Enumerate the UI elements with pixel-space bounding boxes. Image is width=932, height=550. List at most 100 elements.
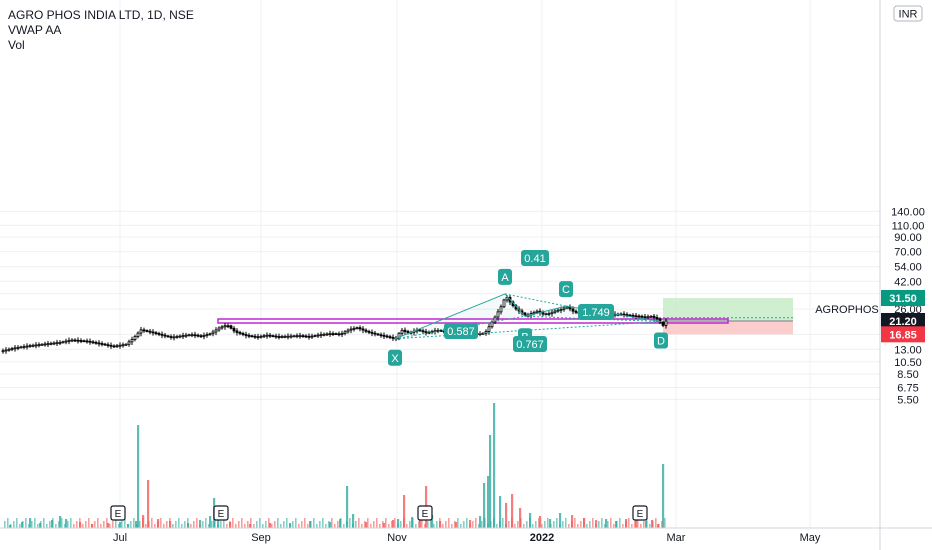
volume-bar (385, 518, 387, 528)
candle-body (340, 333, 344, 335)
volume-bar (211, 521, 213, 528)
candle-body (199, 335, 203, 338)
time-tick-label: Nov (387, 532, 407, 544)
candle-body (127, 341, 131, 345)
candle-body (370, 331, 374, 334)
candle-body (103, 343, 107, 346)
earnings-marker-label: E (422, 509, 429, 520)
volume-bar (349, 518, 351, 528)
volume-bar (559, 513, 562, 528)
volume-bar (184, 521, 186, 528)
volume-bar (577, 524, 579, 528)
volume-bar (209, 516, 212, 528)
candle-body (571, 308, 575, 312)
candle-body (163, 334, 167, 337)
currency-badge-label: INR (899, 9, 918, 21)
volume-bar (238, 521, 240, 528)
candle-body (52, 342, 56, 345)
candle-body (136, 332, 140, 337)
candle-body (256, 336, 260, 339)
volume-indicator-label[interactable]: Vol (8, 38, 25, 52)
candle-body (28, 345, 32, 348)
volume-bar (202, 521, 204, 528)
candle-body (184, 334, 188, 337)
volume-bar (229, 521, 231, 528)
volume-bar (662, 464, 665, 528)
long-position-tool[interactable] (217, 298, 793, 335)
time-axis[interactable]: Jul Sep Nov 2022 Mar May (0, 527, 932, 544)
volume-bar (397, 524, 399, 528)
candle-body (229, 325, 233, 329)
candle-body (628, 314, 632, 317)
volume-bar (397, 519, 400, 528)
volume-bar (268, 518, 270, 528)
volume-bar (340, 518, 342, 528)
earnings-marker-label: E (637, 509, 644, 520)
volume-bar (493, 518, 495, 528)
candle-body (352, 327, 356, 330)
volume-bar (610, 518, 612, 528)
volume-bar (169, 518, 171, 528)
volume-bar (484, 518, 486, 528)
ratio-bcd-label: 1.749 (582, 307, 610, 319)
vwap-indicator-label[interactable]: VWAP AA (8, 23, 62, 37)
price-tick-label: 70.00 (894, 247, 922, 259)
volume-bar (319, 521, 321, 528)
time-tick-label: Mar (667, 532, 686, 544)
chart-legend: AGRO PHOS INDIA LTD, 1D, NSE VWAP AA Vol (8, 8, 194, 53)
volume-bar (613, 524, 615, 528)
volume-bar (52, 518, 54, 528)
candle-body (523, 312, 527, 316)
volume-bar (70, 518, 72, 528)
time-tick-label: May (800, 532, 821, 544)
symbol-title[interactable]: AGRO PHOS INDIA LTD, 1D, NSE (8, 8, 194, 22)
volume-bar (199, 524, 201, 528)
volume-bar (310, 521, 312, 528)
volume-bar (208, 524, 210, 528)
volume-bar (373, 521, 375, 528)
price-tick-label: 10.50 (894, 357, 922, 369)
volume-bar (118, 524, 120, 528)
volume-bar (379, 524, 381, 528)
volume-bar (646, 518, 648, 528)
chart-grid (0, 0, 880, 528)
price-axis[interactable]: 140.00110.0090.0070.0054.0042.0034.0026.… (815, 0, 925, 550)
candle-body (88, 340, 92, 343)
volume-bar (58, 521, 60, 528)
candle-body (169, 336, 173, 338)
volume-bar (121, 521, 123, 528)
volume-bar (256, 521, 258, 528)
volume-bar (64, 524, 66, 528)
candle-body (196, 334, 200, 337)
volume-bar (517, 521, 519, 528)
candle-body (646, 316, 650, 319)
volume-bar (226, 524, 228, 528)
volume-bar (436, 521, 438, 528)
volume-bar (592, 518, 594, 528)
volume-bar (445, 521, 447, 528)
volume-bar (40, 521, 42, 528)
volume-bar (22, 521, 24, 528)
candle-body (160, 333, 164, 336)
volume-bar (535, 521, 537, 528)
point-c-label: C (562, 284, 570, 296)
candle-body (574, 310, 578, 313)
candle-body (148, 330, 152, 333)
volume-bar (160, 518, 162, 528)
candle-body (40, 343, 44, 346)
candle-body (562, 307, 566, 310)
volume-bar (634, 521, 636, 528)
volume-bar (223, 518, 225, 528)
candle-body (274, 335, 278, 338)
volume-bar (163, 524, 165, 528)
candle-body (142, 329, 146, 332)
candle-body (94, 341, 98, 344)
volume-bar (166, 521, 168, 528)
volume-bar (463, 521, 465, 528)
volume-bar (244, 524, 246, 528)
volume-bar (7, 518, 9, 528)
candle-body (10, 348, 14, 350)
